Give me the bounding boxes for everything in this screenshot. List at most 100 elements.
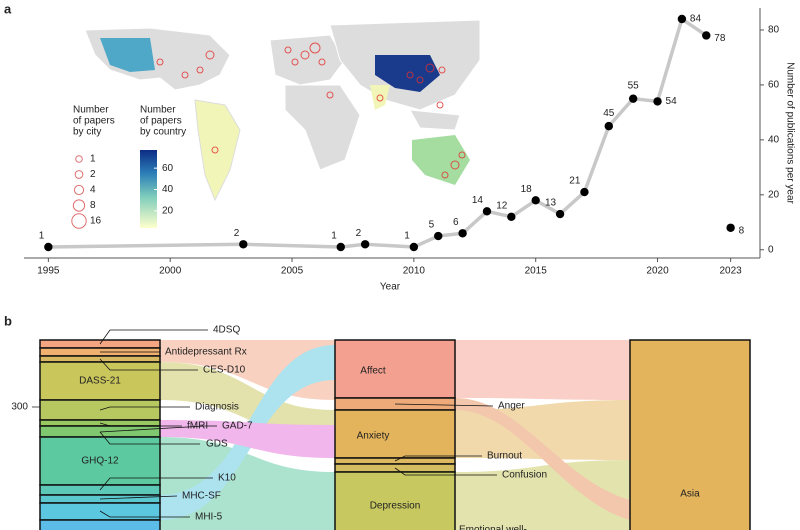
node-label: 4DSQ: [213, 325, 240, 336]
node-label: Antidepressant Rx: [165, 347, 247, 358]
data-label: 14: [472, 195, 484, 206]
data-label: 1: [39, 231, 45, 242]
legend-label: 8: [90, 200, 96, 211]
data-label: 84: [690, 14, 702, 25]
point: [409, 242, 419, 252]
data-label: 2: [356, 228, 362, 239]
legend-circle: [72, 199, 86, 212]
tick-label: 300: [11, 402, 28, 413]
legend-circle: [71, 213, 87, 229]
node-label: GDS: [206, 439, 228, 450]
y-tick-label: 60: [768, 80, 780, 91]
legend-title: of papers: [140, 116, 182, 127]
legend-circle: [75, 155, 83, 163]
node-label: GHQ-12: [81, 456, 119, 467]
legend-label: 16: [90, 216, 102, 227]
node-label: CES-D10: [203, 365, 246, 376]
point: [653, 97, 662, 106]
x-tick-label: 2020: [646, 266, 669, 277]
data-label: 1: [404, 231, 410, 242]
world-map: [84, 19, 481, 202]
data-label: 21: [569, 176, 581, 187]
point: [336, 242, 345, 252]
legend-title: by country: [140, 127, 186, 138]
colorbar-label: 40: [162, 184, 174, 195]
x-tick-label: 2000: [159, 266, 182, 277]
colorbar-label: 60: [162, 163, 174, 174]
legend-label: 1: [90, 154, 96, 165]
y-tick-label: 40: [768, 135, 780, 146]
node-label: K10: [218, 473, 236, 484]
y-axis-label: Number of publications per year: [784, 62, 795, 204]
point: [44, 242, 53, 252]
data-label: 5: [429, 220, 435, 231]
legend-title: Number: [73, 105, 109, 116]
node-label: Asia: [680, 489, 700, 500]
node-label: fMRI: [187, 421, 208, 432]
point: [628, 94, 638, 103]
legend-title: Number: [140, 105, 176, 116]
y-tick-label: 80: [768, 25, 780, 36]
node-label: Anxiety: [357, 431, 390, 442]
node-label: Diagnosis: [195, 402, 239, 413]
legend-circle: [73, 184, 85, 196]
x-tick-label: 2015: [525, 266, 548, 277]
point: [239, 240, 248, 249]
legend-title: by city: [73, 127, 101, 138]
x-tick-label: 1995: [37, 266, 60, 277]
point: [482, 207, 492, 216]
node-label: DASS-21: [79, 376, 121, 387]
point: [555, 209, 565, 219]
point: [360, 240, 370, 249]
colorbar: [140, 150, 157, 228]
point: [434, 231, 443, 241]
node-label: Anger: [498, 401, 525, 412]
point: [507, 212, 516, 221]
data-label: 54: [666, 96, 678, 107]
point: [677, 14, 687, 24]
point: [580, 187, 589, 197]
x-axis-label: Year: [380, 282, 401, 293]
leader-lines: [99, 329, 497, 518]
flows: [160, 340, 630, 530]
legend-label: 4: [90, 185, 96, 196]
data-label: 78: [714, 33, 726, 44]
legend-title: of papers: [73, 116, 115, 127]
data-label: 1: [331, 231, 337, 242]
legend-label: 2: [90, 169, 96, 180]
data-label: 18: [521, 184, 533, 195]
y-tick-label: 20: [768, 189, 780, 200]
node-label: Burnout: [487, 451, 522, 462]
left-column: [39, 339, 161, 530]
right-column: [629, 339, 751, 530]
legend-circle: [74, 170, 84, 179]
data-label: 13: [545, 198, 557, 209]
x-tick-label: 2005: [281, 266, 304, 277]
point: [702, 31, 711, 40]
node-label: Depression: [370, 501, 421, 512]
data-label: 45: [603, 108, 615, 119]
colorbar-label: 20: [162, 206, 174, 217]
panel-letter: a: [4, 1, 12, 16]
x-tick-label: 2023: [720, 266, 743, 277]
y-tick-label: 0: [768, 244, 774, 255]
node-label: MHC-SF: [182, 491, 221, 502]
node-label: Emotional well-: [459, 525, 527, 530]
point: [531, 196, 540, 205]
node-label: Affect: [360, 366, 386, 377]
node-label: GAD-7: [222, 421, 253, 432]
data-label: 6: [453, 217, 459, 228]
data-label: 2: [234, 228, 240, 239]
panel-letter: b: [4, 313, 12, 328]
node-label: MHI-5: [195, 512, 223, 523]
data-label: 55: [628, 80, 640, 91]
node-label: Confusion: [502, 470, 547, 481]
point: [726, 223, 735, 232]
point: [604, 121, 613, 131]
data-label: 12: [496, 200, 508, 211]
data-label: 8: [739, 225, 745, 236]
middle-column: [334, 339, 456, 530]
x-tick-label: 2010: [403, 266, 426, 277]
